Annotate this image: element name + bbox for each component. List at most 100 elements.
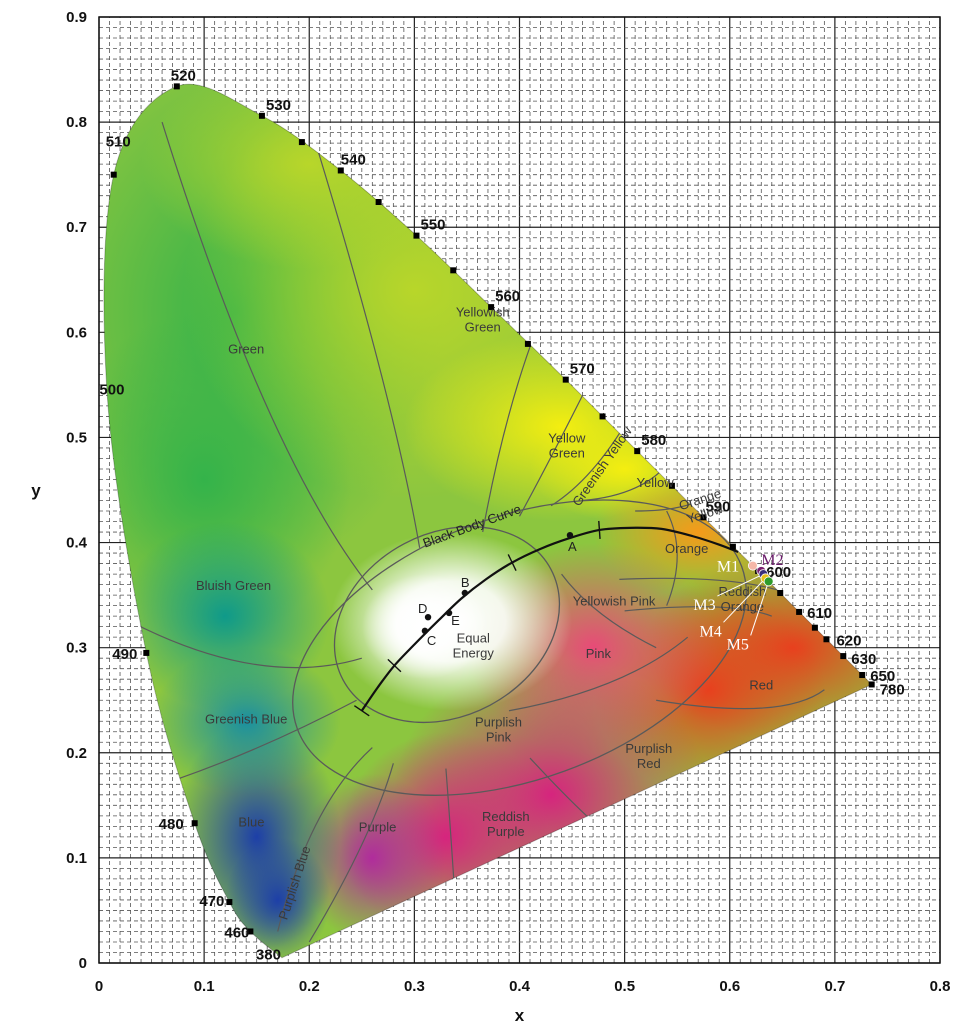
plot-frame (98, 16, 941, 964)
x-tick-label: 0 (95, 978, 103, 995)
wavelength-label-620: 620 (836, 632, 861, 649)
locus-tick (258, 112, 265, 119)
locus-tick (524, 340, 531, 347)
illuminant-label-D: D (418, 601, 427, 616)
y-tick-label: 0.4 (66, 535, 88, 552)
locus-tick (868, 681, 875, 688)
y-tick-label: 0.6 (66, 324, 87, 341)
wavelength-label-530: 530 (266, 97, 291, 114)
wavelength-label-550: 550 (420, 217, 445, 234)
marker-label-M3: M3 (693, 597, 715, 614)
region-boundary (308, 121, 421, 548)
x-tick-label: 0.7 (824, 978, 845, 995)
wavelength-label-460: 460 (224, 924, 249, 941)
equal-energy-region (333, 526, 561, 724)
region-boundary (119, 615, 362, 669)
marker-leader-M5 (750, 581, 770, 636)
region-label: Reddish Orange (719, 584, 767, 614)
y-tick-label: 0.2 (66, 745, 87, 762)
locus-tick (777, 590, 784, 597)
wavelength-label-570: 570 (570, 361, 595, 378)
y-axis-title: y (31, 481, 41, 500)
region-label: Greenish Blue (205, 711, 287, 726)
wavelength-label-480: 480 (159, 816, 184, 833)
x-tick-label: 0.2 (299, 978, 320, 995)
region-boundary (508, 636, 689, 712)
locus-tick (450, 267, 457, 274)
illuminant-point-D (424, 613, 432, 621)
wavelength-label-590: 590 (705, 498, 730, 515)
region-boundary (277, 747, 373, 932)
wavelength-label-580: 580 (641, 432, 666, 449)
region-label: Pink (586, 646, 612, 661)
locus-tick (173, 83, 180, 90)
locus-tick (337, 167, 344, 174)
locus-tick (796, 608, 803, 615)
x-tick-label: 0.5 (614, 978, 635, 995)
region-label: Yellow (637, 475, 675, 490)
color-blob (225, 836, 331, 958)
black-body-curve (360, 526, 739, 712)
wavelength-label-630: 630 (851, 651, 876, 668)
region-label: Red (749, 678, 773, 693)
illuminant-point-B (461, 589, 469, 597)
region-label: Bluish Green (196, 578, 271, 593)
region-boundaries (119, 121, 825, 943)
region-label: Yellow Green (548, 431, 586, 461)
illuminant-label-E: E (451, 613, 460, 628)
black-body-tick (598, 520, 601, 539)
illuminant-point-E (445, 609, 453, 617)
locus-tick (859, 671, 866, 678)
wavelength-label-650: 650 (870, 668, 895, 685)
region-label: Purplish Red (625, 741, 672, 771)
locus-tick (700, 514, 707, 521)
wavelength-label-780: 780 (880, 681, 905, 698)
locus-tick (823, 636, 830, 643)
locus-tick (375, 198, 382, 205)
color-blob (361, 574, 488, 680)
locus-tick (226, 899, 233, 906)
wavelength-label-500: 500 (99, 382, 124, 399)
region-boundary (161, 121, 373, 591)
wavelength-label-520: 520 (171, 67, 196, 84)
illuminant-label-B: B (461, 575, 470, 590)
region-boundary (666, 510, 678, 606)
marker-leader-M4 (723, 577, 766, 623)
x-tick-label: 0.6 (719, 978, 740, 995)
y-tick-label: 0.7 (66, 219, 87, 236)
marker-label-M2: M2 (761, 552, 783, 569)
illuminant-label-C: C (427, 633, 436, 648)
y-tick-label: 0.8 (66, 114, 87, 131)
marker-label-M4: M4 (699, 623, 721, 640)
marker-M1 (747, 560, 758, 571)
locus-tick (110, 171, 117, 178)
x-tick-label: 0.8 (930, 978, 951, 995)
inner-ring-region (292, 499, 747, 796)
locus-tick (562, 376, 569, 383)
region-boundary (624, 606, 773, 617)
wavelength-label-380: 380 (256, 947, 281, 964)
region-label: Purplish Pink (475, 715, 522, 745)
y-tick-label: 0 (79, 955, 87, 972)
wavelength-label-490: 490 (112, 646, 137, 663)
locus-tick (811, 624, 818, 631)
locus-tick (668, 482, 675, 489)
locus-tick (488, 304, 495, 311)
x-tick-label: 0.3 (404, 978, 425, 995)
wavelength-label-610: 610 (807, 605, 832, 622)
marker-M5 (763, 576, 774, 587)
locus-tick (599, 413, 606, 420)
locus-tick (298, 139, 305, 146)
x-axis-title: x (515, 1006, 525, 1025)
region-boundary (656, 689, 825, 710)
region-label: Purple (359, 820, 397, 835)
y-tick-label: 0.5 (66, 429, 87, 446)
region-label: Blue (238, 814, 264, 829)
y-tick-label: 0.3 (66, 640, 87, 657)
wavelength-label-560: 560 (495, 288, 520, 305)
region-label: Yellowish Green (456, 305, 510, 335)
locus-tick (191, 820, 198, 827)
region-label: Green (228, 341, 264, 356)
